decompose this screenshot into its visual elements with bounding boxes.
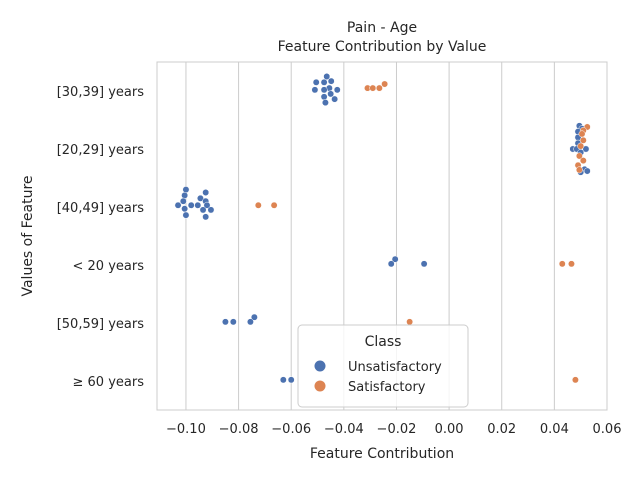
data-point-unsatisfactory bbox=[229, 318, 237, 326]
data-point-satisfactory bbox=[579, 136, 587, 144]
data-point-unsatisfactory bbox=[187, 201, 195, 209]
y-tick-label: [40,49] years bbox=[57, 201, 144, 216]
legend: Class Unsatisfactory Satisfactory bbox=[297, 324, 469, 408]
data-point-unsatisfactory bbox=[199, 206, 207, 214]
x-tick-label: −0.10 bbox=[166, 422, 206, 437]
data-point-unsatisfactory bbox=[333, 86, 341, 94]
data-point-unsatisfactory bbox=[246, 318, 254, 326]
data-point-unsatisfactory bbox=[391, 255, 399, 263]
data-point-unsatisfactory bbox=[202, 213, 210, 221]
y-axis-label: Values of Feature bbox=[20, 175, 36, 296]
data-points bbox=[174, 73, 591, 384]
data-point-unsatisfactory bbox=[331, 95, 339, 103]
chart-title: Pain - Age bbox=[347, 20, 417, 36]
data-point-unsatisfactory bbox=[320, 93, 328, 101]
plot-border bbox=[156, 61, 608, 411]
y-tick-label: < 20 years bbox=[73, 259, 145, 274]
data-point-satisfactory bbox=[575, 166, 583, 174]
chart-subtitle: Feature Contribution by Value bbox=[278, 39, 487, 55]
data-point-unsatisfactory bbox=[181, 191, 189, 199]
x-tick-label: 0.04 bbox=[540, 422, 569, 437]
legend-marker-unsatisfactory bbox=[314, 360, 326, 372]
data-point-satisfactory bbox=[270, 201, 278, 209]
legend-box bbox=[297, 324, 469, 408]
data-point-unsatisfactory bbox=[182, 211, 190, 219]
legend-title: Class bbox=[365, 334, 402, 350]
data-point-unsatisfactory bbox=[387, 260, 395, 268]
y-tick-label: [50,59] years bbox=[57, 317, 144, 332]
x-tick-label: 0.00 bbox=[435, 422, 464, 437]
data-point-satisfactory bbox=[558, 260, 566, 268]
data-point-unsatisfactory bbox=[583, 167, 591, 175]
data-point-unsatisfactory bbox=[311, 86, 319, 94]
data-point-unsatisfactory bbox=[203, 201, 211, 209]
data-point-unsatisfactory bbox=[207, 206, 215, 214]
y-axis-ticks: [30,39] years [20,29] years [40,49] years <… bbox=[57, 85, 144, 390]
data-point-unsatisfactory bbox=[181, 205, 189, 213]
data-point-unsatisfactory bbox=[196, 194, 204, 202]
x-axis-ticks: −0.10 −0.08 −0.06 −0.04 −0.02 0.00 0.02 0.04 0.0… bbox=[166, 422, 621, 437]
data-point-unsatisfactory bbox=[174, 201, 182, 209]
data-point-unsatisfactory bbox=[323, 73, 331, 80]
data-point-unsatisfactory bbox=[327, 90, 335, 98]
y-tick-label: [20,29] years bbox=[57, 143, 144, 158]
data-point-unsatisfactory bbox=[312, 78, 320, 86]
x-tick-label: 0.02 bbox=[487, 422, 516, 437]
data-point-satisfactory bbox=[578, 130, 586, 138]
data-point-satisfactory bbox=[571, 376, 579, 384]
data-point-unsatisfactory bbox=[279, 376, 287, 384]
legend-marker-satisfactory bbox=[314, 380, 326, 392]
data-point-unsatisfactory bbox=[287, 376, 295, 384]
y-tick-label: ≥ 60 years bbox=[73, 375, 145, 390]
data-point-satisfactory bbox=[579, 157, 587, 165]
data-point-unsatisfactory bbox=[182, 186, 190, 194]
data-point-unsatisfactory bbox=[327, 77, 335, 85]
data-point-unsatisfactory bbox=[202, 189, 210, 196]
data-point-unsatisfactory bbox=[420, 260, 428, 268]
y-tick-label: [30,39] years bbox=[57, 85, 144, 100]
data-point-unsatisfactory bbox=[194, 201, 202, 209]
data-point-satisfactory bbox=[575, 152, 583, 160]
data-point-satisfactory bbox=[568, 260, 575, 268]
data-point-unsatisfactory bbox=[320, 78, 328, 86]
data-point-satisfactory bbox=[381, 80, 389, 88]
data-point-unsatisfactory bbox=[250, 313, 258, 321]
data-point-satisfactory bbox=[375, 84, 383, 92]
data-point-unsatisfactory bbox=[582, 145, 590, 153]
x-tick-label: 0.06 bbox=[593, 422, 622, 437]
data-point-unsatisfactory bbox=[320, 86, 328, 94]
data-point-satisfactory bbox=[369, 84, 377, 92]
legend-label-unsatisfactory: Unsatisfactory bbox=[348, 360, 442, 375]
legend-label-satisfactory: Satisfactory bbox=[348, 380, 426, 395]
x-tick-label: −0.06 bbox=[271, 422, 311, 437]
x-tick-label: −0.02 bbox=[377, 422, 417, 437]
data-point-satisfactory bbox=[577, 142, 585, 150]
data-point-unsatisfactory bbox=[179, 197, 187, 205]
data-point-unsatisfactory bbox=[221, 318, 229, 326]
x-axis-label: Feature Contribution bbox=[310, 446, 454, 462]
data-point-satisfactory bbox=[406, 318, 414, 326]
plot-frame bbox=[156, 61, 608, 411]
x-tick-label: −0.08 bbox=[219, 422, 259, 437]
data-point-unsatisfactory bbox=[321, 99, 329, 107]
data-point-satisfactory bbox=[254, 201, 262, 209]
x-tick-label: −0.04 bbox=[324, 422, 364, 437]
